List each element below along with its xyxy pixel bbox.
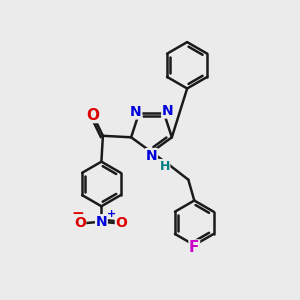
Text: N: N: [146, 148, 157, 163]
Text: O: O: [116, 216, 127, 230]
Text: N: N: [162, 104, 173, 118]
Text: +: +: [106, 209, 116, 219]
Text: O: O: [87, 107, 100, 122]
Text: O: O: [74, 216, 86, 230]
Text: H: H: [159, 160, 170, 172]
Text: N: N: [130, 105, 142, 119]
Text: F: F: [189, 240, 200, 255]
Text: N: N: [96, 215, 107, 229]
Text: −: −: [72, 206, 84, 221]
